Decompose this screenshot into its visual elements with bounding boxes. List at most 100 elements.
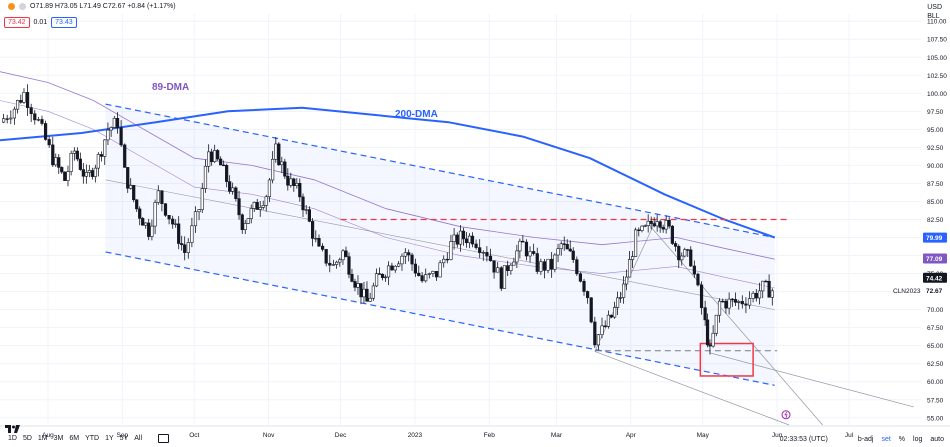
candle-body	[219, 158, 223, 166]
candle	[568, 240, 572, 252]
candle-body	[596, 334, 601, 346]
price-label-text: 72.67	[926, 288, 943, 295]
set-toggle[interactable]: set	[881, 436, 891, 443]
x-tick-label: 2023	[408, 432, 423, 439]
candle-body	[144, 222, 148, 226]
candle-body	[434, 271, 439, 278]
y-tick-label: 92.50	[927, 145, 944, 152]
candle	[207, 144, 211, 173]
percent-toggle[interactable]: %	[898, 436, 906, 443]
candle-body	[615, 297, 620, 308]
candle	[532, 243, 536, 256]
ask-price[interactable]: 73.43	[51, 17, 77, 28]
tf-1y[interactable]: 1Y	[105, 435, 114, 442]
candle	[286, 168, 290, 191]
candle-body	[177, 223, 181, 244]
price-label-box	[923, 253, 947, 264]
candle	[12, 106, 16, 125]
candle-body	[610, 314, 614, 318]
candle	[761, 280, 765, 299]
candle	[295, 178, 299, 189]
tf-1m[interactable]: 1M	[37, 435, 48, 442]
candle-body	[461, 230, 466, 240]
candle-body	[66, 171, 70, 181]
candle	[637, 227, 641, 237]
candle	[442, 255, 446, 268]
candle	[126, 167, 130, 193]
log-toggle[interactable]: log	[913, 436, 923, 443]
candle-body	[528, 251, 532, 257]
candle-body	[135, 199, 139, 210]
candle-body	[438, 262, 442, 278]
candle	[699, 281, 704, 315]
candle-body	[640, 225, 644, 231]
tf-6m[interactable]: 6M	[69, 435, 80, 442]
candle	[542, 258, 547, 279]
candle	[177, 216, 181, 250]
badj-toggle[interactable]: b-adj	[857, 436, 874, 443]
x-tick-label: Dec	[335, 432, 347, 439]
auto-toggle[interactable]: auto	[930, 436, 944, 443]
candle-body	[724, 301, 728, 309]
candle-body	[160, 190, 164, 205]
tf-all[interactable]: All	[134, 435, 143, 442]
bid-price[interactable]: 73.42	[4, 17, 30, 28]
spread: 0.01	[33, 19, 48, 26]
candle	[578, 272, 583, 283]
candle-body	[390, 265, 394, 271]
tf-ytd[interactable]: YTD	[85, 435, 100, 442]
candle	[481, 250, 485, 261]
candle	[714, 314, 718, 337]
candle	[692, 260, 696, 278]
tf-3m[interactable]: 3M	[53, 435, 64, 442]
candle	[757, 282, 762, 305]
candle	[119, 120, 123, 147]
tf-1d[interactable]: 1D	[8, 435, 17, 442]
candle	[689, 246, 693, 267]
candle-body	[180, 243, 184, 246]
candle	[350, 268, 354, 283]
candle	[109, 126, 113, 137]
candle-body	[683, 249, 687, 257]
candle	[624, 269, 629, 291]
y-tick-label: 62.50	[927, 361, 944, 368]
candle	[222, 160, 226, 167]
candle	[96, 152, 100, 177]
candle-body	[761, 280, 765, 292]
candle	[252, 201, 256, 212]
candle	[301, 193, 305, 217]
currency-unit[interactable]: USD BLL	[927, 3, 942, 21]
candle-body	[57, 157, 61, 168]
candle-body	[721, 300, 725, 303]
candle	[69, 150, 73, 176]
candle-body	[424, 274, 428, 282]
candle	[190, 217, 194, 248]
candle-body	[673, 243, 678, 247]
candle-body	[203, 165, 208, 189]
candle-body	[40, 119, 44, 124]
status-dot-icon	[19, 3, 26, 10]
dma200-line	[0, 106, 776, 239]
candle-body	[119, 127, 123, 146]
candle	[103, 139, 107, 165]
candle	[550, 252, 554, 278]
candle-body	[255, 202, 259, 210]
candle	[334, 260, 339, 269]
price-label-text: 79.99	[926, 235, 943, 242]
candle	[521, 235, 525, 243]
candle	[106, 122, 110, 145]
date-range-icon[interactable]	[158, 434, 170, 443]
candle	[452, 228, 456, 250]
candle	[324, 248, 328, 267]
candle-body	[754, 292, 758, 299]
candle-body	[63, 171, 67, 181]
tf-5y[interactable]: 5Y	[119, 435, 129, 442]
candle-body	[481, 252, 485, 254]
event-bolt-icon	[781, 410, 791, 420]
clock-text[interactable]: 02:33:53 (UTC)	[779, 436, 828, 443]
candle-body	[228, 181, 232, 192]
candle-body	[571, 250, 575, 260]
candle-body	[757, 290, 762, 299]
tf-5d[interactable]: 5D	[22, 435, 32, 442]
